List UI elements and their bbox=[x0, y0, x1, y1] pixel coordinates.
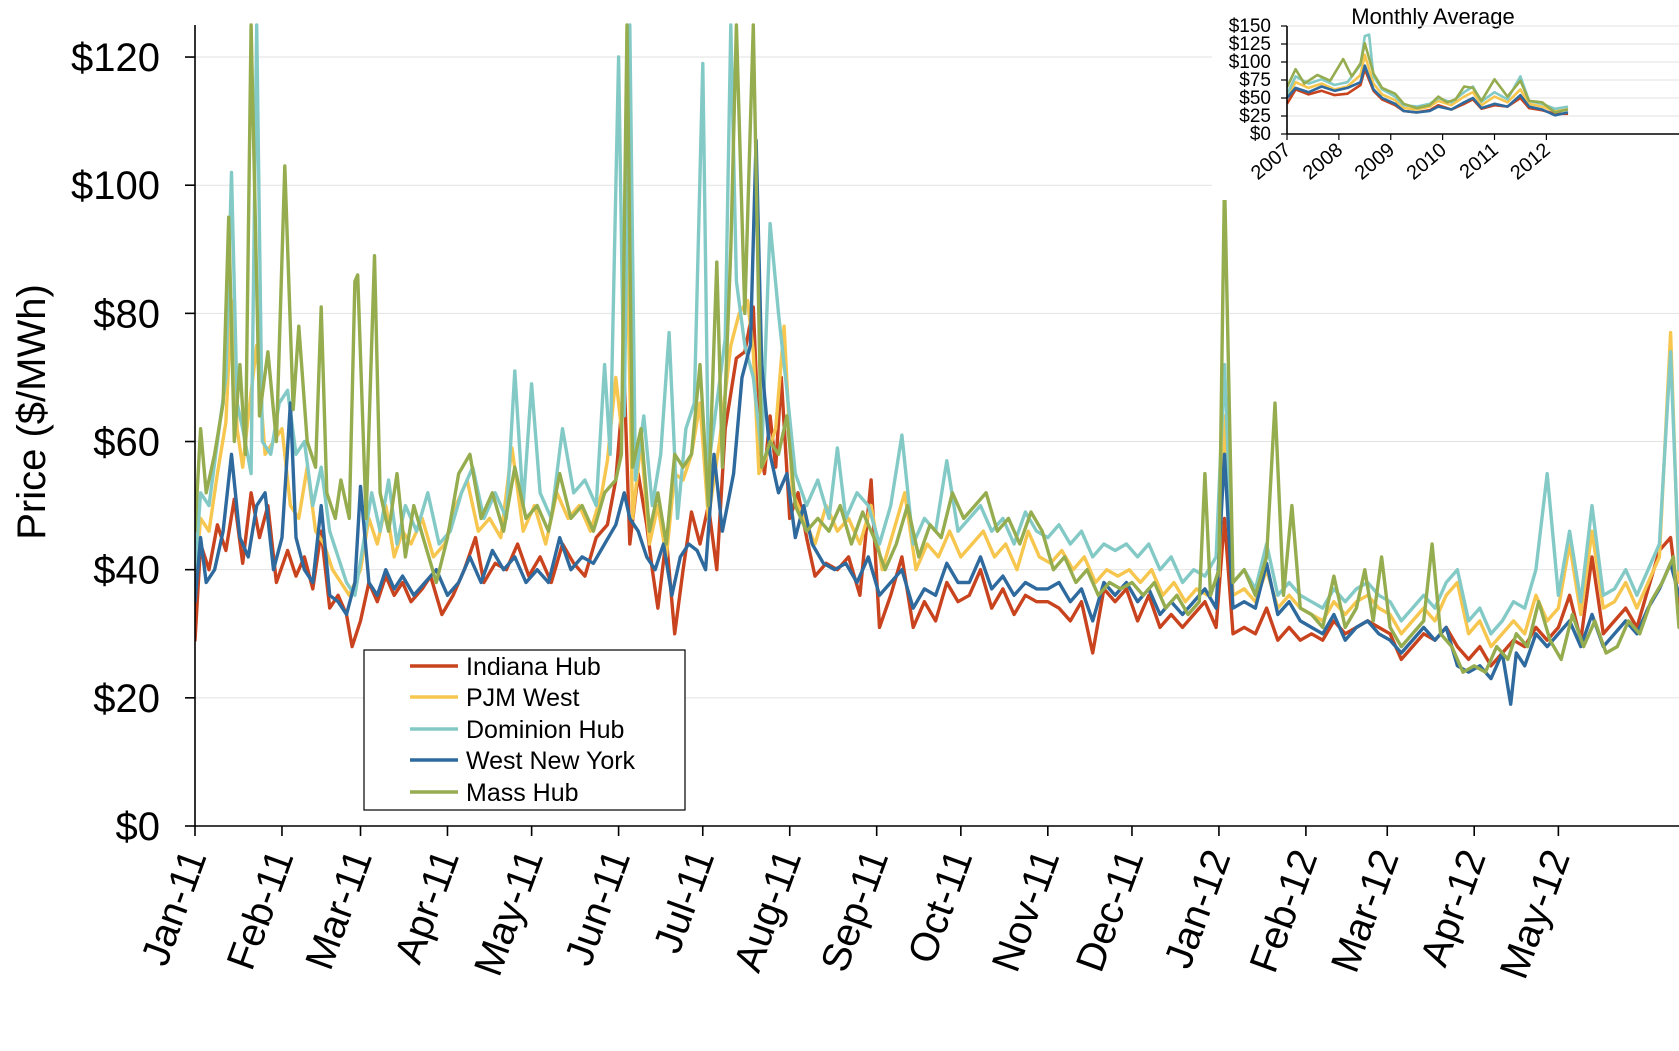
inset-y-tick-label-0: $0 bbox=[1250, 124, 1271, 145]
y-tick-label-100: $100 bbox=[71, 164, 160, 208]
legend-entry-indiana-hub: Indiana Hub bbox=[410, 653, 601, 681]
inset-y-tick-label-50: $50 bbox=[1239, 88, 1271, 109]
y-axis-label: Price ($/MWh) bbox=[10, 284, 54, 540]
series-line-mass-hub bbox=[195, 23, 1679, 674]
legend: Indiana Hub PJM West Dominion Hub West N… bbox=[363, 649, 686, 811]
inset-chart: Monthly Average $0$25$50$75$100$125$150 … bbox=[1212, 0, 1679, 200]
inset-y-ticks: $0$25$50$75$100$125$150 bbox=[1229, 16, 1287, 145]
legend-entry-mass-hub: Mass Hub bbox=[410, 779, 579, 807]
series-line-dominion-hub bbox=[195, 23, 1679, 636]
legend-entry-dominion-hub: Dominion Hub bbox=[410, 716, 624, 744]
inset-series-lines bbox=[1287, 33, 1569, 117]
y-tick-label-0: $0 bbox=[116, 805, 161, 849]
inset-title: Monthly Average bbox=[1351, 4, 1514, 29]
y-tick-label-80: $80 bbox=[93, 292, 160, 336]
y-tick-label-60: $60 bbox=[93, 421, 160, 465]
legend-label-mass-hub: Mass Hub bbox=[466, 779, 579, 807]
inset-y-tick-label-150: $150 bbox=[1229, 16, 1271, 37]
inset-y-tick-label-25: $25 bbox=[1239, 106, 1271, 127]
series-line-pjm-west bbox=[195, 247, 1679, 649]
inset-y-tick-label-100: $100 bbox=[1229, 52, 1271, 73]
series-line-west-new-york bbox=[195, 138, 1679, 706]
inset-series-line-pjm-west bbox=[1287, 53, 1569, 113]
legend-label-dominion-hub: Dominion Hub bbox=[466, 716, 624, 744]
inset-series-line-west-new-york bbox=[1287, 64, 1569, 117]
main-series-lines bbox=[195, 23, 1679, 706]
main-axes bbox=[194, 25, 1679, 827]
y-tick-label-20: $20 bbox=[93, 677, 160, 721]
legend-entry-west-new-york: West New York bbox=[410, 747, 636, 775]
inset-y-tick-label-125: $125 bbox=[1229, 34, 1271, 55]
inset-y-tick-label-75: $75 bbox=[1239, 70, 1271, 91]
legend-label-pjm-west: PJM West bbox=[466, 684, 579, 712]
y-tick-label-40: $40 bbox=[93, 549, 160, 593]
legend-label-west-new-york: West New York bbox=[466, 747, 636, 775]
legend-entry-pjm-west: PJM West bbox=[410, 684, 579, 712]
main-y-ticks: $0 $20 $40 $60 $80 $100 $120 bbox=[71, 36, 195, 849]
y-tick-label-120: $120 bbox=[71, 36, 160, 80]
legend-label-indiana-hub: Indiana Hub bbox=[466, 653, 601, 681]
inset-series-line-mass-hub bbox=[1287, 42, 1569, 114]
